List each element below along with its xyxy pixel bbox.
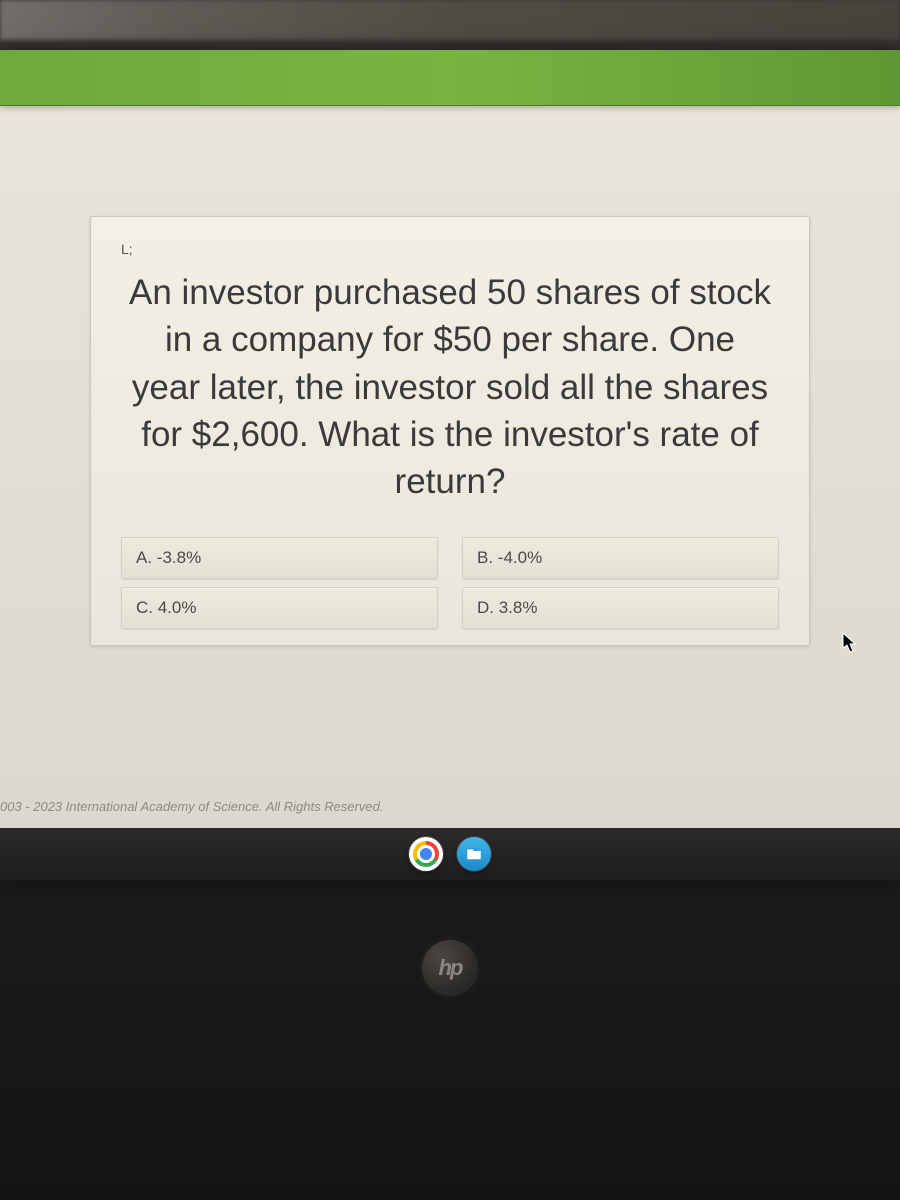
- option-a[interactable]: A. -3.8%: [121, 537, 438, 579]
- laptop-bezel: hp: [0, 920, 900, 1200]
- file-explorer-icon[interactable]: [457, 837, 491, 871]
- windows-taskbar[interactable]: [0, 828, 900, 880]
- question-text: An investor purchased 50 shares of stock…: [121, 265, 779, 531]
- app-header-bar: [0, 50, 900, 106]
- option-c[interactable]: C. 4.0%: [121, 587, 438, 629]
- option-b[interactable]: B. -4.0%: [462, 537, 779, 579]
- chrome-icon[interactable]: [409, 837, 443, 871]
- content-area: L; An investor purchased 50 shares of s…: [0, 106, 900, 646]
- laptop-screen: L; An investor purchased 50 shares of s…: [0, 50, 900, 880]
- question-card: L; An investor purchased 50 shares of s…: [90, 216, 810, 646]
- card-corner-mark: L;: [121, 241, 779, 257]
- copyright-footer: 003 - 2023 International Academy of Scie…: [0, 799, 383, 814]
- hp-logo: hp: [422, 940, 478, 996]
- answer-options: A. -3.8% B. -4.0% C. 4.0% D. 3.8%: [121, 531, 779, 635]
- photo-frame: L; An investor purchased 50 shares of s…: [0, 0, 900, 1200]
- option-d[interactable]: D. 3.8%: [462, 587, 779, 629]
- blurred-background: [0, 0, 900, 40]
